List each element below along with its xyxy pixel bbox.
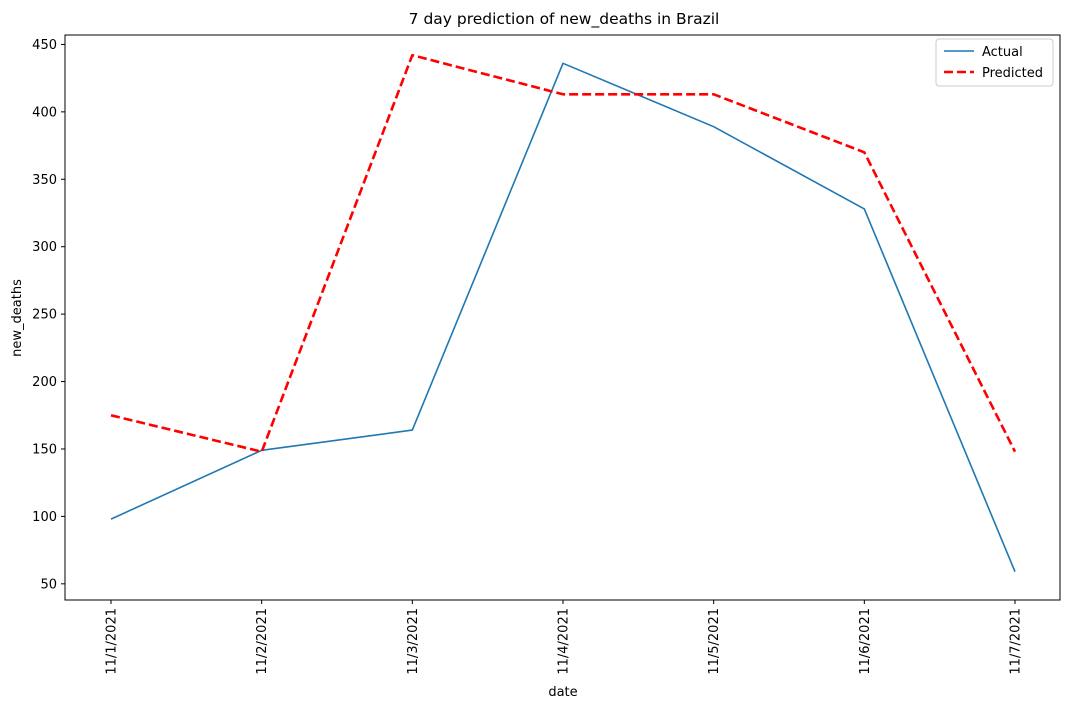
- y-tick-label: 100: [32, 510, 57, 525]
- plot-area: [64, 34, 1061, 601]
- x-tick-label: 11/5/2021: [707, 608, 722, 675]
- y-tick-label: 350: [32, 173, 57, 188]
- x-tick-label: 11/1/2021: [105, 608, 120, 675]
- series-line-actual: [110, 62, 1016, 573]
- y-tick-label: 50: [40, 577, 57, 592]
- y-tick-label: 300: [32, 240, 57, 255]
- y-tick-label: 450: [32, 38, 57, 53]
- legend: Actual Predicted: [935, 38, 1054, 87]
- legend-label-actual: Actual: [982, 45, 1023, 60]
- y-tick-label: 250: [32, 308, 57, 323]
- y-tick-label: 200: [32, 375, 57, 390]
- legend-label-predicted: Predicted: [982, 66, 1043, 81]
- x-tick-label: 11/4/2021: [557, 608, 572, 675]
- x-tick-label: 11/6/2021: [858, 608, 873, 675]
- x-axis-label: date: [548, 685, 577, 700]
- chart-title: 7 day prediction of new_deaths in Brazil: [409, 10, 720, 29]
- series-line-predicted: [110, 53, 1017, 454]
- series-layer: [110, 53, 1017, 573]
- y-axis: 50 100 150 200 250 300 350 400 450: [32, 38, 65, 592]
- x-axis: 11/1/2021 11/2/2021 11/3/2021 11/4/2021 11/5…: [105, 600, 1024, 675]
- y-tick-label: 400: [32, 105, 57, 120]
- x-tick-label: 11/2/2021: [255, 608, 270, 675]
- y-axis-label: new_deaths: [10, 279, 25, 357]
- y-tick-label: 150: [32, 442, 57, 457]
- x-tick-label: 11/7/2021: [1009, 608, 1024, 675]
- x-tick-label: 11/3/2021: [406, 608, 421, 675]
